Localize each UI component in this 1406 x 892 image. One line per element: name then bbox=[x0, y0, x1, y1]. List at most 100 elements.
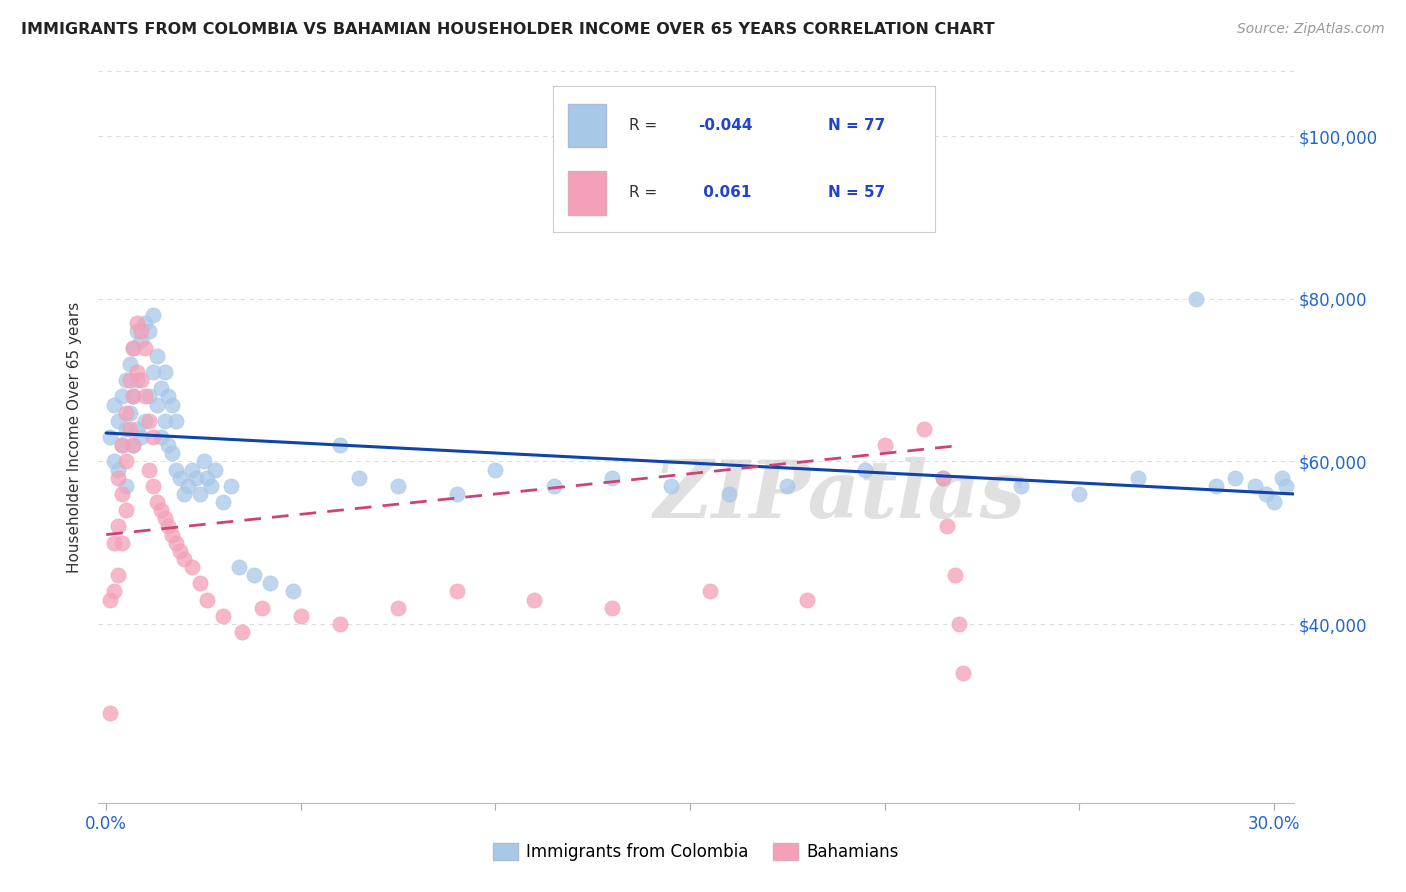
Point bbox=[387, 479, 409, 493]
Point bbox=[952, 665, 974, 680]
Point bbox=[329, 438, 352, 452]
Point bbox=[184, 471, 207, 485]
Point bbox=[107, 462, 129, 476]
Point bbox=[149, 381, 172, 395]
Point bbox=[1271, 471, 1294, 485]
Point bbox=[134, 316, 156, 330]
Point bbox=[912, 422, 935, 436]
Point bbox=[219, 479, 242, 493]
Legend: Immigrants from Colombia, Bahamians: Immigrants from Colombia, Bahamians bbox=[486, 836, 905, 868]
Point bbox=[162, 398, 184, 412]
Point bbox=[948, 617, 970, 632]
Point bbox=[134, 341, 156, 355]
Point bbox=[446, 487, 468, 501]
Point bbox=[796, 592, 818, 607]
Point bbox=[129, 373, 152, 387]
Point bbox=[127, 325, 149, 339]
Point bbox=[180, 560, 202, 574]
Point bbox=[1010, 479, 1032, 493]
Point bbox=[204, 462, 226, 476]
Point bbox=[138, 325, 160, 339]
Point bbox=[600, 471, 623, 485]
Point bbox=[259, 576, 281, 591]
Point bbox=[188, 576, 211, 591]
Point bbox=[114, 479, 136, 493]
Point bbox=[142, 365, 165, 379]
Point bbox=[157, 389, 180, 403]
Point bbox=[146, 349, 169, 363]
Point bbox=[138, 462, 160, 476]
Point bbox=[250, 600, 273, 615]
Point bbox=[173, 487, 195, 501]
Point bbox=[932, 471, 955, 485]
Point bbox=[231, 625, 253, 640]
Point bbox=[1205, 479, 1227, 493]
Point bbox=[122, 341, 145, 355]
Point bbox=[127, 365, 149, 379]
Point bbox=[1126, 471, 1149, 485]
Point bbox=[165, 535, 187, 549]
Point bbox=[107, 568, 129, 582]
Point bbox=[138, 389, 160, 403]
Point bbox=[134, 389, 156, 403]
Point bbox=[127, 422, 149, 436]
Point bbox=[107, 519, 129, 533]
Point bbox=[943, 568, 966, 582]
Point bbox=[122, 389, 145, 403]
Point bbox=[129, 430, 152, 444]
Point bbox=[107, 414, 129, 428]
Point bbox=[188, 487, 211, 501]
Point bbox=[98, 592, 121, 607]
Text: ZIPatlas: ZIPatlas bbox=[654, 457, 1025, 534]
Y-axis label: Householder Income Over 65 years: Householder Income Over 65 years bbox=[67, 301, 83, 573]
Point bbox=[543, 479, 565, 493]
Point bbox=[169, 471, 191, 485]
Point bbox=[177, 479, 200, 493]
Point bbox=[122, 438, 145, 452]
Point bbox=[243, 568, 266, 582]
Point bbox=[122, 341, 145, 355]
Point bbox=[157, 519, 180, 533]
Point bbox=[193, 454, 215, 468]
Point bbox=[127, 316, 149, 330]
Text: IMMIGRANTS FROM COLOMBIA VS BAHAMIAN HOUSEHOLDER INCOME OVER 65 YEARS CORRELATIO: IMMIGRANTS FROM COLOMBIA VS BAHAMIAN HOU… bbox=[21, 22, 994, 37]
Point bbox=[1185, 292, 1208, 306]
Point bbox=[103, 535, 125, 549]
Point bbox=[484, 462, 506, 476]
Point bbox=[122, 438, 145, 452]
Point bbox=[173, 552, 195, 566]
Point bbox=[699, 584, 721, 599]
Point bbox=[149, 503, 172, 517]
Point bbox=[936, 519, 959, 533]
Point bbox=[290, 608, 312, 623]
Point bbox=[853, 462, 876, 476]
Point bbox=[776, 479, 799, 493]
Point bbox=[122, 389, 145, 403]
Point bbox=[111, 535, 134, 549]
Point bbox=[1223, 471, 1246, 485]
Point bbox=[111, 438, 134, 452]
Point bbox=[165, 414, 187, 428]
Point bbox=[103, 398, 125, 412]
Point bbox=[142, 430, 165, 444]
Point bbox=[98, 430, 121, 444]
Point bbox=[162, 446, 184, 460]
Point bbox=[127, 373, 149, 387]
Point bbox=[329, 617, 352, 632]
Point bbox=[129, 333, 152, 347]
Point bbox=[118, 422, 141, 436]
Point bbox=[212, 495, 235, 509]
Point bbox=[134, 414, 156, 428]
Point bbox=[111, 438, 134, 452]
Point bbox=[114, 422, 136, 436]
Point bbox=[107, 471, 129, 485]
Point bbox=[1263, 495, 1285, 509]
Point bbox=[149, 430, 172, 444]
Text: Source: ZipAtlas.com: Source: ZipAtlas.com bbox=[1237, 22, 1385, 37]
Point bbox=[197, 471, 219, 485]
Point bbox=[281, 584, 304, 599]
Point bbox=[180, 462, 202, 476]
Point bbox=[446, 584, 468, 599]
Point bbox=[98, 706, 121, 721]
Point bbox=[114, 373, 136, 387]
